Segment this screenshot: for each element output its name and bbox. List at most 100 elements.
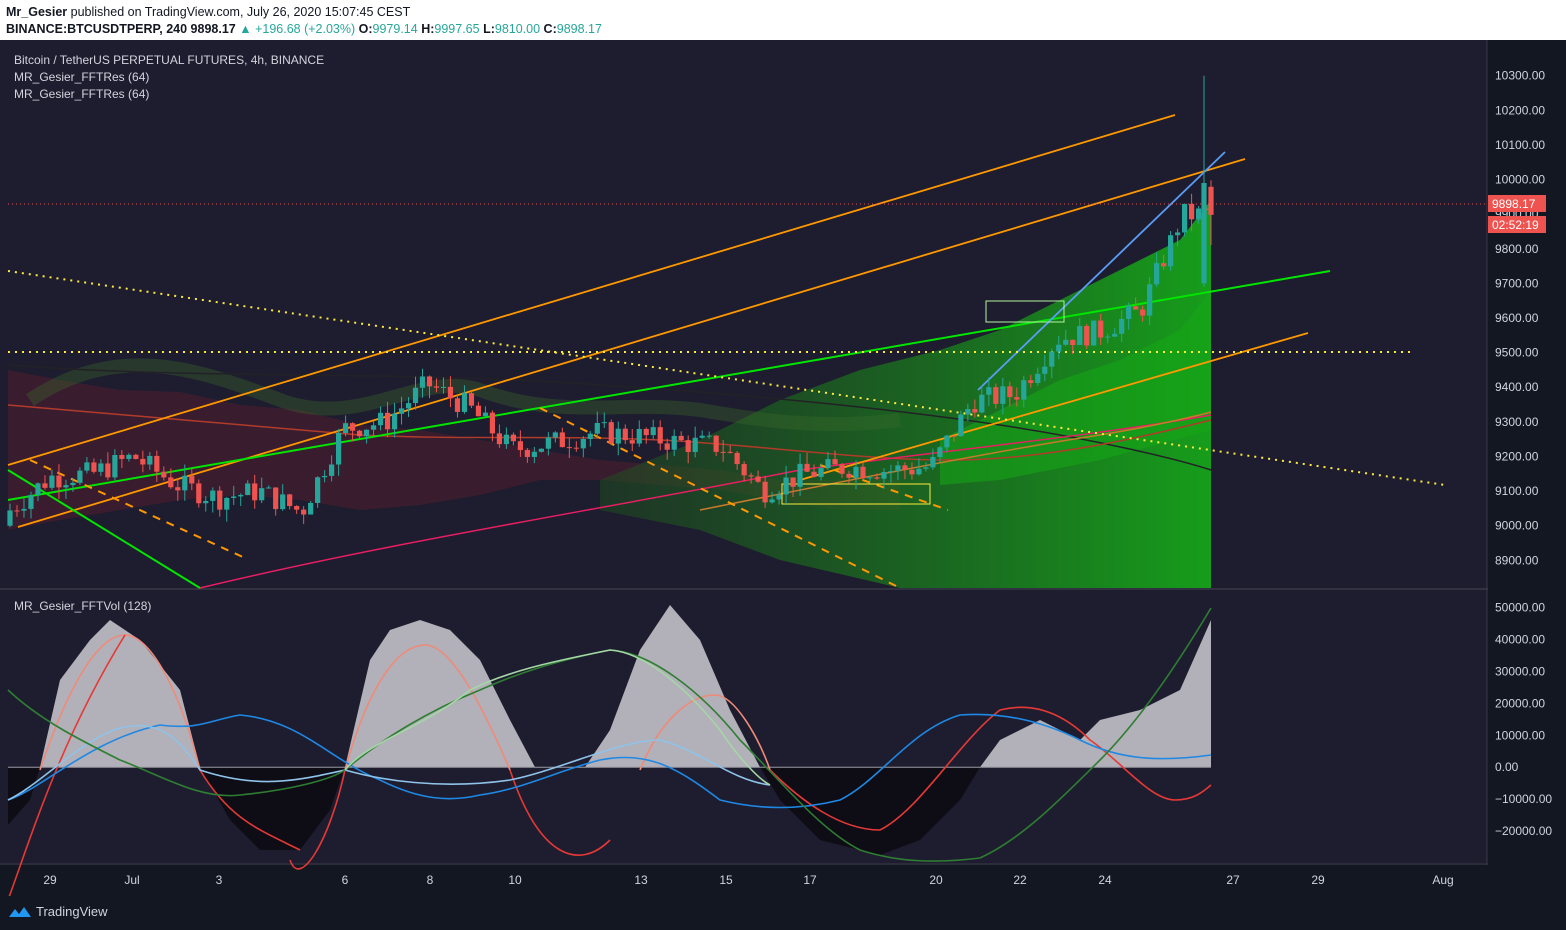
candle-body: [329, 464, 335, 476]
tradingview-logo[interactable]: TradingView: [8, 904, 108, 919]
target-box: [985, 300, 1065, 323]
volume-axis-label: 30000.00: [1495, 664, 1545, 678]
open-value: 9979.14: [372, 22, 418, 36]
candle-body: [1168, 235, 1174, 267]
candle-body: [888, 471, 894, 473]
candle-body: [972, 409, 978, 413]
candle-body: [322, 475, 328, 478]
brand-text: TradingView: [36, 904, 108, 919]
candle-body: [538, 448, 544, 452]
candle-body: [531, 451, 537, 457]
candle-body: [594, 423, 600, 434]
legend-title: Bitcoin / TetherUS PERPETUAL FUTURES, 4h…: [14, 53, 324, 67]
candle-body: [790, 477, 796, 487]
candle-body: [741, 464, 747, 476]
candle-body: [937, 447, 943, 458]
candle-body: [503, 434, 510, 445]
legend-indicator-1: MR_Gesier_FFTRes (64): [14, 70, 149, 84]
candle-body: [1077, 326, 1083, 346]
candle-body: [909, 469, 915, 475]
candle-body: [552, 432, 558, 438]
candle-body: [426, 376, 433, 387]
candle-body: [608, 422, 614, 444]
candle-body: [398, 408, 405, 414]
candle-body: [419, 376, 426, 388]
candle-body: [363, 429, 370, 437]
candle-body: [874, 477, 880, 479]
legend-indicator-3: MR_Gesier_FFTVol (128): [14, 599, 151, 613]
candle-body: [692, 437, 698, 453]
price-axis-label: 10200.00: [1495, 103, 1545, 117]
candle-body: [916, 468, 922, 475]
chart-canvas[interactable]: 10300.0010200.0010100.0010000.009900.009…: [0, 40, 1566, 896]
candle-body: [21, 508, 27, 511]
candle-body: [349, 423, 356, 431]
candle-body: [706, 435, 712, 437]
candle-body: [454, 398, 461, 412]
candle-body: [91, 462, 97, 472]
close-value: 9898.17: [556, 22, 602, 36]
candle-body: [315, 477, 321, 503]
time-axis-bg: [0, 865, 1566, 896]
candle-body: [405, 403, 412, 409]
time-axis-label: Aug: [1432, 873, 1453, 887]
price-axis-label: 9400.00: [1495, 380, 1539, 394]
volume-axis-label: 50000.00: [1495, 601, 1545, 615]
symbol-text: BINANCE:BTCUSDTPERP, 240: [6, 22, 188, 36]
candle-body: [168, 477, 174, 488]
candle-body: [7, 510, 13, 526]
author-name[interactable]: Mr_Gesier: [6, 5, 68, 19]
fft-green-wave: [26, 358, 901, 432]
volume-axis-label: 0.00: [1495, 760, 1519, 774]
candle-body: [140, 458, 146, 465]
time-axis-label: 24: [1098, 873, 1112, 887]
low-label: L:: [483, 22, 495, 36]
candle-body: [1133, 306, 1139, 310]
candle-body: [615, 428, 621, 444]
volume-axis-label: 20000.00: [1495, 696, 1545, 710]
candle-body: [496, 433, 503, 445]
candle-body: [252, 483, 258, 501]
candle-body: [63, 485, 69, 488]
last-price: 9898.17: [190, 22, 236, 36]
candle-body: [699, 435, 705, 438]
candle-body: [1035, 373, 1041, 384]
price-axis-label: 9500.00: [1495, 346, 1539, 360]
candle-body: [650, 427, 656, 436]
candle-body: [881, 472, 887, 479]
candle-body: [734, 452, 740, 465]
volume-axis-label: 10000.00: [1495, 728, 1545, 742]
candle-body: [951, 435, 957, 437]
price-tag-value: 9898.17: [1492, 197, 1536, 211]
volume-negative-area: [8, 767, 980, 855]
black-ma: [7, 364, 1212, 471]
candle-body: [1091, 320, 1097, 346]
candle-body: [1070, 339, 1076, 346]
candle-body: [1154, 263, 1160, 285]
candle-body: [587, 433, 593, 439]
candle-body: [98, 463, 104, 472]
candle-body: [580, 438, 586, 449]
published-text: published on TradingView.com, July 26, 2…: [70, 5, 411, 19]
orange-channel-top: [7, 114, 1176, 466]
candle-body: [643, 428, 649, 436]
candle-body: [412, 387, 419, 404]
close-label: C:: [543, 22, 557, 36]
candle-body: [839, 464, 845, 474]
candle-body: [1126, 306, 1132, 319]
candle-body: [923, 467, 929, 469]
candle-body: [273, 487, 279, 510]
candle-body: [678, 435, 684, 441]
time-axis-label: 13: [634, 873, 648, 887]
candle-body: [210, 490, 216, 501]
price-axis-label: 9800.00: [1495, 242, 1539, 256]
footer: TradingView: [0, 896, 1566, 930]
candle-body: [77, 470, 83, 483]
candle-body: [979, 394, 985, 413]
candle-body: [804, 463, 810, 472]
candle-body: [860, 466, 866, 479]
candle-body: [1056, 344, 1062, 352]
volume-axis-label: −20000.00: [1495, 824, 1552, 838]
price-axis-label: 9700.00: [1495, 276, 1539, 290]
candle-body: [161, 471, 167, 478]
